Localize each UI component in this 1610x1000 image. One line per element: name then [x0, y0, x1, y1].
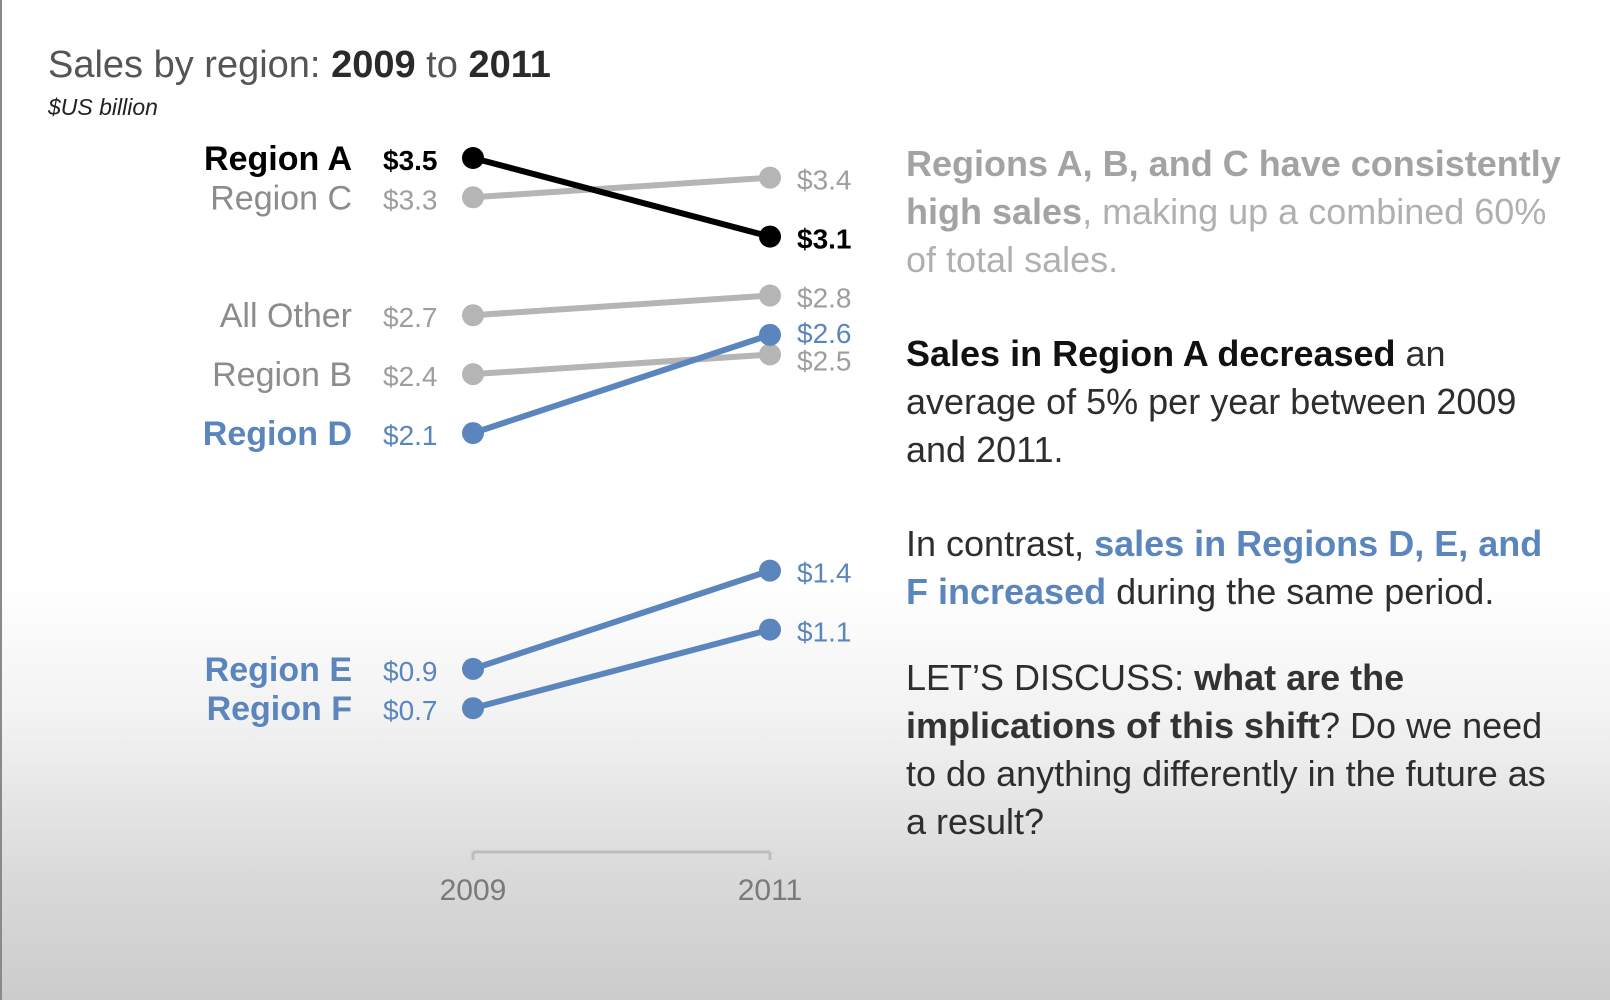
p1-emphasis: Regions A, B, and C have consistently hi… [906, 143, 1561, 232]
slope-chart: Region A $3.5 $3.1 Region C $3.3 $3.4 All Othe… [203, 140, 852, 907]
value-label-region-a-2009: $3.5 [383, 145, 438, 176]
chart-title: Sales by region: 2009 to 2011 [48, 44, 551, 87]
value-label-region-e-2011: $1.4 [797, 558, 852, 589]
title-prefix: Sales by region: [48, 44, 321, 86]
value-label-region-f-2011: $1.1 [797, 617, 852, 648]
commentary-paragraph-4: LET’S DISCUSS: what are the implications… [906, 654, 1566, 846]
commentary-paragraph-2: Sales in Region A decreased an average o… [906, 330, 1566, 474]
series-name-region-c: Region C [210, 179, 352, 217]
p1-text: , making up a combined 60% of total sale… [906, 191, 1547, 280]
p2-emphasis: Sales in Region A decreased [906, 333, 1396, 374]
series-line-region-e [470, 567, 773, 672]
point-region-c-2011 [759, 166, 781, 189]
value-label-region-e-2009: $0.9 [383, 656, 438, 687]
point-region-e-2009 [462, 657, 484, 680]
left-frame-border [0, 0, 2, 1000]
point-region-f-2009 [462, 697, 484, 720]
series-line-region-a [470, 155, 773, 240]
x-tick-label-2011: 2011 [738, 874, 803, 907]
point-region-c-2009 [462, 186, 484, 209]
commentary-paragraph-1: Regions A, B, and C have consistently hi… [906, 140, 1566, 284]
point-region-a-2009 [462, 147, 484, 169]
series-line-region-d [470, 331, 773, 437]
series-line-region-f [470, 626, 773, 712]
value-label-region-f-2009: $0.7 [383, 695, 438, 726]
series-name-region-a: Region A [204, 140, 352, 178]
series-line-region-c [470, 174, 773, 201]
point-region-b-2011 [759, 343, 781, 366]
point-all-other-2009 [462, 304, 484, 327]
point-region-f-2011 [759, 618, 781, 641]
chart-subtitle: $US billion [48, 94, 158, 120]
series-name-region-f: Region F [207, 690, 352, 728]
series-line-all-other [470, 292, 773, 319]
value-label-all-other-2009: $2.7 [383, 302, 438, 333]
point-region-a-2011 [759, 225, 781, 248]
series-name-region-b: Region B [212, 356, 352, 394]
value-label-region-b-2009: $2.4 [383, 361, 438, 392]
value-label-region-d-2009: $2.1 [383, 420, 438, 451]
p3-emphasis: sales in Regions D, E, and F increased [906, 523, 1543, 612]
series-name-region-e: Region E [205, 651, 352, 689]
value-label-region-b-2011: $2.5 [797, 346, 852, 377]
p4-emphasis: what are the implications of this shift [906, 657, 1405, 746]
p3-text: during the same period. [1106, 571, 1495, 612]
title-to: 2011 [468, 44, 551, 86]
commentary-panel: Regions A, B, and C have consistently hi… [906, 140, 1566, 846]
x-tick-label-2009: 2009 [440, 874, 507, 907]
point-region-d-2011 [759, 323, 781, 346]
p4-lead: LET’S DISCUSS: [906, 657, 1195, 698]
p4-text: ? Do we need to do anything differently … [906, 705, 1546, 842]
value-label-all-other-2011: $2.8 [797, 283, 852, 314]
p2-text: an average of 5% per year between 2009 a… [906, 333, 1517, 470]
series-name-all-other: All Other [220, 297, 352, 335]
commentary-paragraph-3: In contrast, sales in Regions D, E, and … [906, 520, 1566, 616]
title-to-word: to [426, 44, 458, 86]
value-label-region-a-2011: $3.1 [797, 224, 852, 255]
series-line-region-b [470, 351, 773, 378]
point-all-other-2011 [759, 284, 781, 307]
title-from: 2009 [331, 44, 416, 86]
point-region-b-2009 [462, 363, 484, 386]
point-region-e-2011 [759, 559, 781, 582]
value-label-region-d-2011: $2.6 [797, 318, 852, 349]
value-label-region-c-2009: $3.3 [383, 184, 438, 215]
value-label-region-c-2011: $3.4 [797, 165, 852, 196]
point-region-d-2009 [462, 422, 484, 445]
series-name-region-d: Region D [203, 415, 352, 453]
p3-lead: In contrast, [906, 523, 1095, 564]
